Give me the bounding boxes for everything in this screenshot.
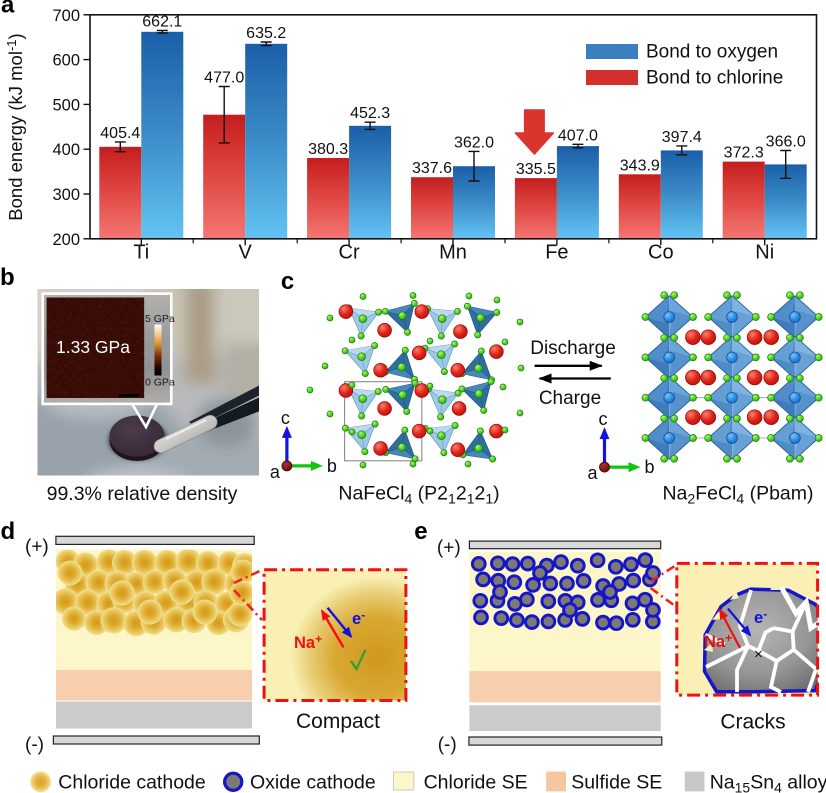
svg-text:c: c [281,408,290,428]
svg-text:Bond to oxygen: Bond to oxygen [646,42,778,63]
svg-text:500: 500 [52,96,80,114]
svg-text:Na2FeCl4 (Pbam): Na2FeCl4 (Pbam) [662,483,813,507]
svg-text:662.1: 662.1 [142,13,182,30]
svg-text:Charge: Charge [539,388,601,409]
svg-text:343.9: 343.9 [620,157,660,174]
svg-text:Cracks: Cracks [720,711,785,734]
svg-text:Chloride cathode: Chloride cathode [58,772,205,793]
svg-text:Discharge: Discharge [530,338,616,359]
svg-text:×: × [754,646,763,663]
svg-text:397.4: 397.4 [662,129,702,146]
svg-text:Na+: Na+ [294,632,322,652]
svg-text:c: c [281,268,294,295]
svg-text:Chloride SE: Chloride SE [424,772,528,793]
svg-text:452.3: 452.3 [350,105,390,122]
svg-text:366.0: 366.0 [766,134,806,151]
svg-text:372.3: 372.3 [724,145,764,162]
svg-text:600: 600 [52,52,80,70]
svg-text:300: 300 [52,186,80,204]
svg-text:0 GPa: 0 GPa [145,377,175,389]
svg-text:Co: Co [648,242,674,264]
svg-text:a: a [270,462,281,482]
svg-text:Ti: Ti [133,242,149,264]
svg-text:335.5: 335.5 [516,161,556,178]
svg-text:b: b [645,457,655,477]
svg-text:d: d [1,520,16,545]
svg-text:c: c [599,409,608,429]
svg-text:NaFeCl4 (P212121): NaFeCl4 (P212121) [338,483,499,507]
svg-text:(-): (-) [438,735,457,756]
svg-text:477.0: 477.0 [204,70,244,87]
svg-text:a: a [588,463,599,483]
svg-text:(+): (+) [437,538,461,559]
svg-text:Sulfide SE: Sulfide SE [571,772,662,793]
svg-text:700: 700 [52,7,80,25]
svg-text:(+): (+) [25,537,49,558]
svg-text:5 GPa: 5 GPa [145,313,175,325]
svg-text:b: b [327,456,337,476]
svg-text:Cr: Cr [339,242,360,264]
svg-text:V: V [239,242,253,264]
svg-text:Ni: Ni [755,242,774,264]
svg-text:a: a [1,0,15,19]
svg-text:Oxide cathode: Oxide cathode [250,772,376,793]
svg-text:337.6: 337.6 [412,160,452,177]
svg-text:405.4: 405.4 [100,125,140,142]
svg-text:Na+: Na+ [704,631,732,651]
svg-text:Na15Sn4 alloy: Na15Sn4 alloy [710,772,826,793]
svg-text:Compact: Compact [296,710,380,733]
svg-text:400: 400 [52,141,80,159]
svg-text:362.0: 362.0 [454,134,494,151]
svg-text:200: 200 [52,231,80,249]
svg-text:1.33 GPa: 1.33 GPa [56,337,130,357]
svg-text:380.3: 380.3 [308,141,348,158]
svg-text:Bond to chlorine: Bond to chlorine [646,68,783,89]
svg-text:635.2: 635.2 [246,25,286,42]
svg-text:Mn: Mn [439,242,467,264]
svg-text:Bond energy (kJ mol-1): Bond energy (kJ mol-1) [4,33,26,220]
svg-text:e: e [414,520,427,545]
svg-text:407.0: 407.0 [558,127,598,144]
svg-text:Fe: Fe [545,242,568,264]
svg-text:(-): (-) [25,735,44,756]
